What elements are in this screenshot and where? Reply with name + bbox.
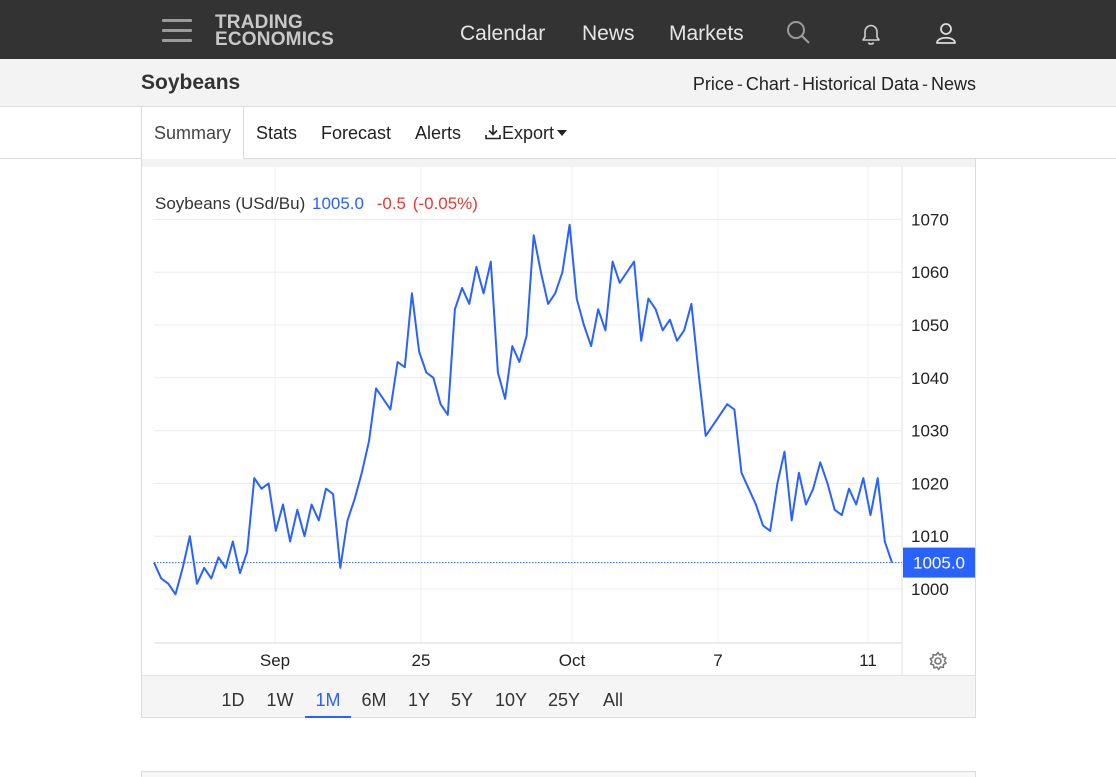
last-price: 1005.0 — [311, 194, 364, 213]
x-tick-label: 11 — [859, 651, 877, 670]
subnav-chart[interactable]: Chart — [745, 74, 790, 94]
next-card-edge — [141, 771, 976, 777]
x-tick-label: 7 — [713, 651, 722, 670]
top-navbar: TRADING ECONOMICS Calendar News Markets — [0, 0, 1116, 59]
tab-forecast[interactable]: Forecast — [321, 123, 392, 143]
x-tick-label: Oct — [559, 651, 586, 670]
user-icon[interactable] — [934, 21, 960, 47]
y-tick-label: 1030 — [911, 422, 949, 441]
series-label: Soybeans (USd/Bu) — [155, 194, 306, 213]
price-tag-box — [903, 547, 975, 578]
search-icon[interactable] — [786, 20, 812, 46]
nav-news[interactable]: News — [582, 22, 635, 45]
range-25y[interactable]: 25Y — [547, 690, 581, 710]
range-selector: 1D 1W 1M 6M 1Y 5Y 10Y 25Y All — [142, 675, 975, 718]
bell-icon[interactable] — [858, 22, 884, 48]
y-tick-label: 1060 — [911, 263, 949, 282]
chart-grid — [154, 167, 903, 675]
nav-calendar[interactable]: Calendar — [460, 22, 546, 45]
logo-line2: ECONOMICS — [215, 29, 334, 50]
price-change: -0.5 — [376, 194, 407, 213]
range-5y[interactable]: 5Y — [450, 690, 474, 710]
card-top-strip — [142, 159, 975, 167]
range-6m[interactable]: 6M — [361, 690, 387, 710]
chart-card: 1000 1010 1020 1030 1040 1050 1060 1070 Sep 25 Oc… — [141, 159, 976, 718]
y-tick-label: 1050 — [911, 316, 949, 335]
y-tick-label: 1070 — [911, 210, 949, 229]
tab-bar: Summary Stats Forecast Alerts Export — [0, 107, 1116, 160]
gear-icon[interactable] — [928, 651, 948, 671]
chart-legend: Soybeans (USd/Bu) 1005.0 -0.5 (-0.05%) — [155, 194, 478, 214]
price-chart[interactable]: 1000 1010 1020 1030 1040 1050 1060 1070 Sep 25 Oc… — [142, 159, 975, 675]
range-10y[interactable]: 10Y — [494, 690, 528, 710]
separator: - — [921, 74, 928, 94]
range-1m[interactable]: 1M — [305, 676, 351, 718]
range-1w[interactable]: 1W — [266, 690, 294, 710]
x-tick-label: Sep — [260, 651, 290, 670]
chart-series — [153, 223, 893, 596]
subnav-price[interactable]: Price — [692, 74, 734, 94]
y-axis-labels: 1000 1010 1020 1030 1040 1050 1060 1070 — [911, 210, 949, 599]
range-1y[interactable]: 1Y — [407, 690, 431, 710]
nav-markets[interactable]: Markets — [669, 22, 744, 45]
export-dropdown[interactable]: Export — [484, 107, 568, 159]
x-tick-label: 25 — [412, 651, 431, 670]
y-tick-label: 1000 — [911, 580, 949, 599]
range-1d[interactable]: 1D — [221, 690, 245, 710]
page-header: Soybeans Price - Chart - Historical Data - New… — [0, 59, 1116, 107]
range-all[interactable]: All — [602, 690, 623, 710]
export-label: Export — [502, 123, 555, 143]
price-tag: 1005.0 — [154, 547, 975, 578]
tab-summary[interactable]: Summary — [141, 107, 245, 160]
x-axis-labels: Sep 25 Oct 7 11 — [260, 651, 877, 670]
price-tag-label: 1005.0 — [913, 554, 965, 573]
menu-icon[interactable] — [162, 19, 192, 43]
subnav-historical-data[interactable]: Historical Data — [801, 74, 919, 94]
series-line — [153, 223, 893, 596]
chevron-down-icon — [557, 129, 568, 136]
tab-alerts[interactable]: Alerts — [415, 123, 462, 143]
separator: - — [792, 74, 799, 94]
download-icon — [485, 125, 501, 140]
y-tick-label: 1010 — [911, 527, 949, 546]
separator: - — [736, 74, 743, 94]
price-change-pct: (-0.05%) — [412, 194, 478, 213]
logo-line1: TRADING — [215, 12, 303, 33]
y-tick-label: 1040 — [911, 369, 949, 388]
site-logo[interactable]: TRADING ECONOMICS — [215, 12, 360, 52]
y-tick-label: 1020 — [911, 474, 949, 493]
subnav-news[interactable]: News — [930, 74, 976, 94]
tab-stats[interactable]: Stats — [256, 123, 298, 143]
page-title: Soybeans — [141, 71, 241, 94]
breadcrumb: Price - Chart - Historical Data - News — [693, 74, 976, 95]
